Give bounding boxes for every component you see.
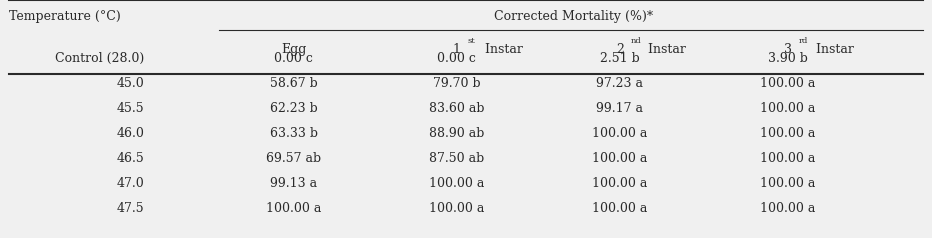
Text: 62.23 b: 62.23 b <box>269 102 318 115</box>
Text: 100.00 a: 100.00 a <box>592 152 648 165</box>
Text: 47.0: 47.0 <box>116 177 144 190</box>
Text: 99.17 a: 99.17 a <box>596 102 643 115</box>
Text: nd: nd <box>631 37 642 45</box>
Text: 100.00 a: 100.00 a <box>760 127 816 140</box>
Text: 0.00 c: 0.00 c <box>274 52 313 65</box>
Text: 100.00 a: 100.00 a <box>760 77 816 90</box>
Text: 83.60 ab: 83.60 ab <box>429 102 485 115</box>
Text: 45.0: 45.0 <box>116 77 144 90</box>
Text: 1: 1 <box>453 43 460 56</box>
Text: 100.00 a: 100.00 a <box>429 202 485 215</box>
Text: Control (28.0): Control (28.0) <box>55 52 144 65</box>
Text: 47.5: 47.5 <box>116 202 144 215</box>
Text: 88.90 ab: 88.90 ab <box>429 127 485 140</box>
Text: 3: 3 <box>784 43 791 56</box>
Text: Egg: Egg <box>281 43 307 56</box>
Text: Temperature (°C): Temperature (°C) <box>9 10 121 23</box>
Text: 100.00 a: 100.00 a <box>760 102 816 115</box>
Text: 100.00 a: 100.00 a <box>760 152 816 165</box>
Text: rd: rd <box>799 37 808 45</box>
Text: 100.00 a: 100.00 a <box>266 202 322 215</box>
Text: 100.00 a: 100.00 a <box>592 177 648 190</box>
Text: Instar: Instar <box>644 43 686 56</box>
Text: 63.33 b: 63.33 b <box>269 127 318 140</box>
Text: 97.23 a: 97.23 a <box>596 77 643 90</box>
Text: 2: 2 <box>616 43 624 56</box>
Text: 79.70 b: 79.70 b <box>432 77 481 90</box>
Text: 46.5: 46.5 <box>116 152 144 165</box>
Text: 2.51 b: 2.51 b <box>600 52 639 65</box>
Text: 87.50 ab: 87.50 ab <box>429 152 485 165</box>
Text: 46.0: 46.0 <box>116 127 144 140</box>
Text: Instar: Instar <box>812 43 854 56</box>
Text: 99.13 a: 99.13 a <box>270 177 317 190</box>
Text: 0.00 c: 0.00 c <box>437 52 476 65</box>
Text: 69.57 ab: 69.57 ab <box>266 152 322 165</box>
Text: 58.67 b: 58.67 b <box>269 77 318 90</box>
Text: 45.5: 45.5 <box>116 102 144 115</box>
Text: Corrected Mortality (%)*: Corrected Mortality (%)* <box>494 10 652 23</box>
Text: 100.00 a: 100.00 a <box>760 177 816 190</box>
Text: Instar: Instar <box>481 43 523 56</box>
Text: 100.00 a: 100.00 a <box>592 127 648 140</box>
Text: 100.00 a: 100.00 a <box>592 202 648 215</box>
Text: 100.00 a: 100.00 a <box>760 202 816 215</box>
Text: 3.90 b: 3.90 b <box>768 52 807 65</box>
Text: 100.00 a: 100.00 a <box>429 177 485 190</box>
Text: st: st <box>468 37 475 45</box>
